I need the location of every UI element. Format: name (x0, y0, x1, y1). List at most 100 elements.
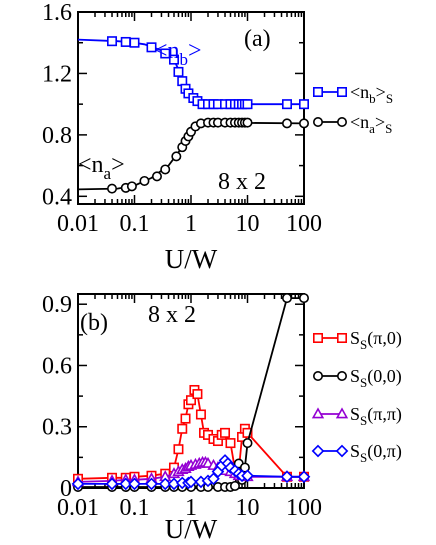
x-tick-label: 10 (236, 495, 260, 521)
inline-label-na-sub: a (104, 164, 112, 183)
legend-marker-s_pipi (335, 407, 349, 419)
x-tick-label: 100 (286, 495, 322, 521)
data-point-s_pi0 (242, 427, 253, 438)
legend-label-s_pipi: SS(π,π) (350, 404, 402, 428)
x-tick-label: 100 (286, 211, 322, 237)
data-point-s_00 (298, 293, 309, 304)
legend-label-sub: S (360, 375, 367, 390)
data-point-s_0pi (158, 477, 172, 491)
panel-a-xlabel: U/W (165, 244, 218, 274)
data-point-s_00 (229, 480, 240, 491)
legend-label-main: S (350, 441, 360, 461)
data-point-s_pi0 (225, 438, 236, 449)
data-point-s_0pi (105, 477, 119, 491)
legend-label-main: <n (350, 82, 369, 102)
data-point-s_pi0 (186, 395, 197, 406)
legend-label-s_pi0: SS(π,0) (350, 328, 402, 352)
data-point-s_0pi (184, 475, 198, 489)
data-point-nb (168, 54, 179, 65)
data-point-nb (173, 66, 184, 77)
panel-a-legend: <nb>S<na>S (312, 82, 393, 136)
panel-a-series (77, 36, 309, 194)
legend-label-tail: (0,π) (367, 441, 402, 462)
data-point-na (107, 183, 118, 194)
data-point-s_00 (242, 438, 253, 449)
data-point-s_pi0 (177, 423, 188, 434)
legend-label-tail: > (375, 112, 385, 132)
legend-marker-na (336, 117, 347, 128)
legend-label-main: S (350, 328, 360, 348)
x-tick-label: 0.1 (120, 211, 150, 237)
legend-label-sub: S (360, 413, 367, 428)
y-tick-label: 0 (60, 476, 72, 502)
data-point-s_pi0 (195, 409, 206, 420)
y-tick-label: 0.9 (42, 292, 72, 318)
data-point-s_0pi (145, 477, 158, 491)
legend-marker-s_0pi (311, 444, 325, 458)
legend-label-sub2: S (385, 121, 392, 136)
legend-label-main: <n (350, 112, 369, 132)
data-point-s_pi0 (173, 444, 184, 455)
legend-label-na: <na>S (350, 112, 392, 136)
legend-marker-s_00 (336, 370, 347, 381)
panel-b-legend: SS(π,0)SS(0,0)SS(π,π)SS(0,π) (311, 328, 402, 465)
legend-label-sub: a (369, 121, 375, 136)
legend-label-nb: <nb>S (350, 82, 393, 106)
panel-b-xlabel: U/W (165, 514, 218, 544)
data-point-nb (146, 42, 157, 53)
panel-a-annotation: 8 x 2 (218, 169, 266, 195)
data-point-s_pi0 (192, 389, 203, 400)
data-point-na (139, 175, 150, 186)
y-tick-label: 0.6 (42, 353, 72, 379)
y-tick-label: 0.4 (42, 184, 72, 210)
data-point-s_0pi (71, 477, 85, 491)
data-point-na (242, 117, 253, 128)
data-point-nb (120, 36, 131, 47)
inline-label-nb: <nb> (154, 38, 202, 69)
legend-label-s_00: SS(0,0) (350, 366, 402, 390)
legend-label-s_0pi: SS(0,π) (350, 441, 402, 465)
x-tick-label: 0.01 (57, 495, 99, 521)
data-point-s_0pi (280, 470, 294, 484)
data-point-na (171, 151, 182, 162)
legend-label-tail: (π,0) (367, 328, 402, 349)
data-point-s_00 (239, 462, 250, 473)
data-point-s_0pi (207, 472, 220, 486)
legend-label-tail: (0,0) (367, 366, 402, 387)
data-point-s_pi0 (220, 427, 231, 438)
data-point-nb (160, 48, 171, 59)
data-point-s_0pi (119, 477, 133, 491)
data-point-nb (129, 37, 140, 48)
panel-b-ticks: 0.01 0.1 1 10 100 0 0.3 0.6 0.9 (42, 292, 322, 521)
data-point-na (126, 181, 137, 192)
panel-a-ticks: 0.01 0.1 1 10 100 0.4 0.8 1.2 1.6 (42, 0, 322, 237)
legend-label-tail: (π,π) (367, 404, 402, 425)
data-point-s_pi0 (180, 413, 191, 424)
x-tick-label: 1 (185, 495, 197, 521)
panel-b-series (71, 293, 311, 492)
y-tick-label: 1.2 (42, 61, 72, 87)
legend-marker-s_pi0 (336, 332, 347, 343)
x-tick-label: 10 (236, 211, 260, 237)
data-point-nb (298, 99, 309, 110)
data-point-na (298, 118, 309, 129)
legend-label-main: S (350, 404, 360, 424)
y-tick-label: 0.3 (42, 415, 72, 441)
legend-marker-s_00 (312, 370, 323, 381)
legend-label-main: S (350, 366, 360, 386)
legend-label-sub2: S (386, 91, 393, 106)
x-tick-label: 0.01 (57, 211, 99, 237)
legend-label-tail: > (376, 82, 386, 102)
legend-marker-na (312, 117, 323, 128)
inline-label-na-tail: > (111, 152, 125, 178)
data-point-s_0pi (128, 477, 141, 491)
legend-marker-nb (336, 87, 347, 98)
panel-a-label: (a) (244, 26, 271, 52)
panel-b-annotation: 8 x 2 (148, 302, 196, 328)
legend-marker-s_pi0 (312, 332, 323, 343)
legend-marker-nb (312, 87, 323, 98)
legend-label-sub: b (369, 91, 376, 106)
